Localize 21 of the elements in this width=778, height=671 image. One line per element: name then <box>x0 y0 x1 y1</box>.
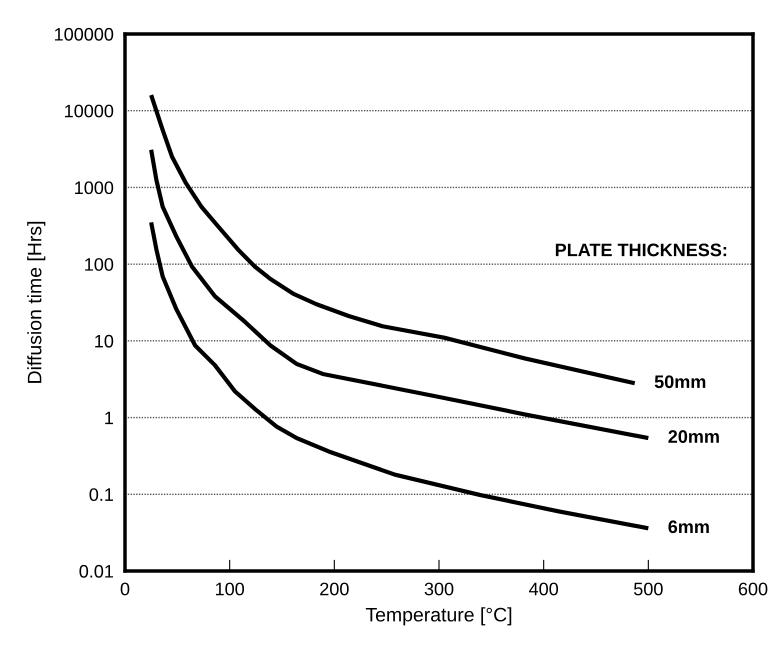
x-tick-label: 200 <box>320 582 349 596</box>
y-tick-label: 100000 <box>55 28 114 41</box>
y-tick-label: 100 <box>85 258 114 271</box>
x-tick-label: 500 <box>634 582 663 596</box>
y-tick-label: 1000 <box>75 181 114 194</box>
y-tick-label: 0.1 <box>89 488 114 502</box>
series-label: 20mm <box>668 430 719 443</box>
y-tick-label: 1 <box>105 412 114 424</box>
x-tick-label: 600 <box>738 582 768 596</box>
series-label: 50mm <box>654 375 706 388</box>
y-axis-title: Diffusion time [Hrs] <box>27 222 46 383</box>
x-tick-label: 300 <box>424 582 454 596</box>
y-tick-label: 10 <box>95 334 114 348</box>
y-tick-label: 10000 <box>65 104 114 118</box>
annotation: PLATE THICKNESS: <box>556 244 726 256</box>
x-axis-title: Temperature [°C] <box>366 607 512 626</box>
series-label: 6mm <box>668 520 709 534</box>
x-tick-label: 400 <box>529 582 558 596</box>
x-tick-label: 0 <box>120 582 130 596</box>
x-tick-label: 100 <box>216 582 244 596</box>
y-tick-label: 0.01 <box>79 564 114 578</box>
